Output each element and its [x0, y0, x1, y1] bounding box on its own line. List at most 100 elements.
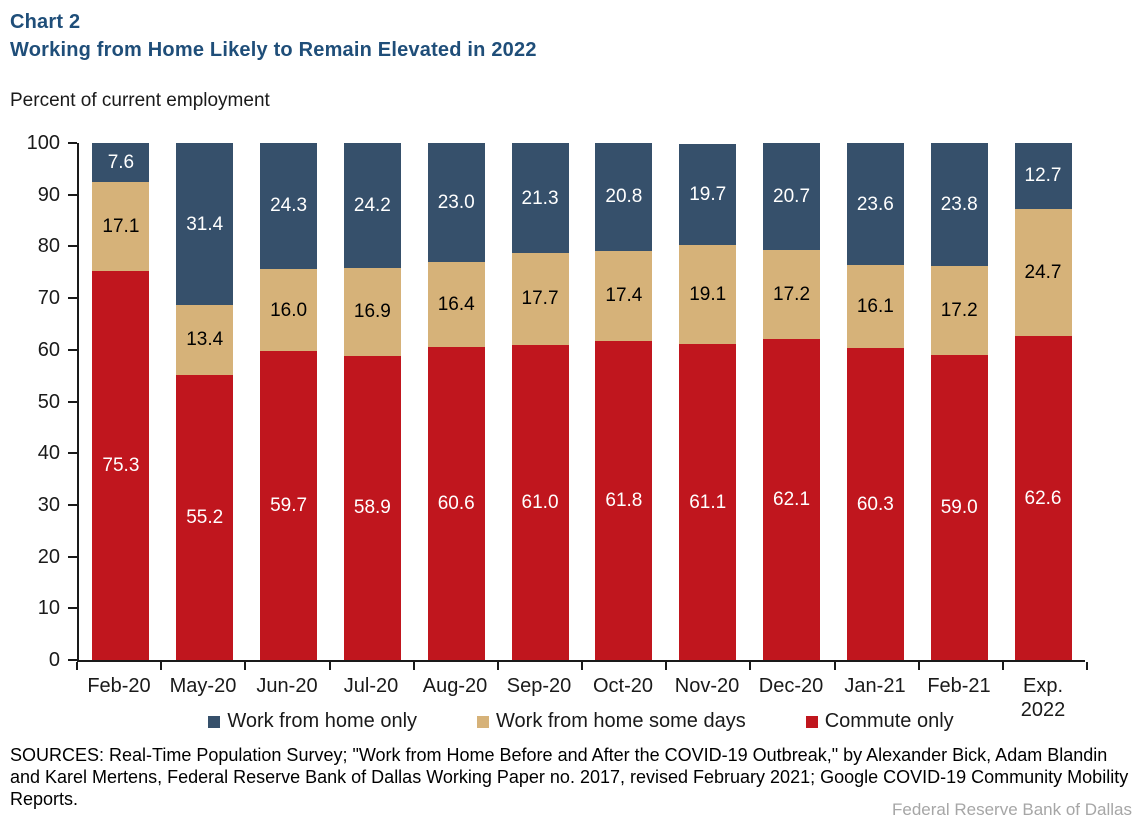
bar-segment-work-from-home-some-days-aug-20: 16.4	[427, 261, 485, 347]
bar-segment-work-from-home-some-days-feb-20: 17.1	[92, 182, 150, 271]
y-axis-tick	[68, 348, 77, 351]
bar-segment-commute-only-dec-20: 62.1	[763, 338, 821, 660]
segment-value-label: 60.3	[856, 493, 894, 515]
bar-stack: 23.0 16.4 60.6	[427, 143, 485, 660]
segment-value-label: 31.4	[186, 213, 224, 235]
bar-segment-work-from-home-only-nov-20: 19.7	[679, 143, 737, 246]
bar-segment-work-from-home-only-oct-20: 20.8	[595, 143, 653, 251]
bar-segment-commute-only-exp-2022: 62.6	[1014, 336, 1072, 660]
segment-value-label: 58.9	[353, 497, 391, 519]
bar-column-aug-20: 23.0 16.4 60.6	[414, 143, 498, 660]
x-axis-label-jun-20: Jun-20	[256, 675, 318, 697]
bar-segment-work-from-home-some-days-sep-20: 17.7	[511, 253, 569, 345]
x-axis-tick	[581, 662, 583, 670]
x-axis-label-nov-20: Nov-20	[674, 675, 740, 697]
segment-value-label: 12.7	[1024, 165, 1062, 187]
legend-label: Work from home some days	[496, 710, 746, 732]
segment-value-label: 17.1	[102, 216, 140, 237]
y-axis-tick	[68, 400, 77, 403]
bar-segment-work-from-home-only-jun-20: 24.3	[260, 143, 318, 269]
x-axis-tick	[412, 662, 415, 670]
bar-column-nov-20: 19.7 19.1 61.1	[666, 143, 750, 660]
x-axis-tick	[833, 662, 836, 670]
legend-swatch-icon	[208, 715, 221, 728]
y-axis-tick	[68, 503, 77, 506]
y-axis-label: 50	[37, 390, 60, 413]
bar-segment-commute-only-may-20: 55.2	[176, 374, 234, 660]
bar-column-jan-21: 23.6 16.1 60.3	[833, 143, 917, 660]
segment-value-label: 17.4	[605, 285, 643, 306]
x-axis-tick	[749, 662, 752, 670]
bar-segment-work-from-home-some-days-oct-20: 17.4	[595, 250, 653, 341]
bar-segment-work-from-home-some-days-jul-20: 16.9	[343, 268, 401, 356]
x-axis-label-oct-20: Oct-20	[592, 675, 654, 697]
x-axis-label-feb-21: Feb-21	[927, 675, 991, 697]
x-axis-label-feb-20: Feb-20	[87, 675, 151, 697]
y-axis-tick	[68, 142, 77, 144]
bar-column-exp-2022: 12.7 24.7 62.6	[1001, 143, 1085, 660]
bar-segment-work-from-home-some-days-jan-21: 16.1	[846, 265, 904, 349]
bar-stack: 19.7 19.1 61.1	[679, 143, 737, 660]
segment-value-label: 55.2	[186, 506, 224, 528]
y-axis-label: 10	[37, 597, 60, 620]
segment-value-label: 20.7	[773, 186, 811, 208]
y-axis-label: 60	[37, 338, 60, 361]
bar-segment-work-from-home-some-days-feb-21: 17.2	[930, 266, 988, 355]
segment-value-label: 16.0	[270, 299, 308, 321]
bar-segment-commute-only-jul-20: 58.9	[343, 355, 401, 660]
bar-stack: 7.6 17.1 75.3	[92, 143, 150, 660]
bar-segment-work-from-home-some-days-jun-20: 16.0	[260, 268, 318, 352]
y-axis-unit-label: Percent of current employment	[10, 90, 270, 111]
segment-value-label: 59.7	[270, 495, 308, 517]
bar-segment-work-from-home-some-days-may-20: 13.4	[176, 305, 234, 375]
bar-segment-work-from-home-only-dec-20: 20.7	[763, 143, 821, 251]
bar-column-may-20: 31.4 13.4 55.2	[163, 143, 247, 660]
bar-segment-commute-only-aug-20: 60.6	[427, 346, 485, 660]
segment-value-label: 19.1	[689, 284, 727, 306]
plot-area: 7.6 17.1 75.3 31.4 13.4 55.2 24.3 16.0 59.7 24.2 1…	[77, 143, 1085, 662]
bar-segment-work-from-home-only-exp-2022: 12.7	[1014, 143, 1072, 209]
bar-segment-commute-only-jun-20: 59.7	[260, 351, 318, 660]
segment-value-label: 21.3	[521, 187, 559, 209]
x-axis-tick	[76, 662, 78, 670]
bar-segment-work-from-home-only-feb-20: 7.6	[92, 143, 150, 183]
y-axis: 0 10 20 30 40 50 60 70 80 90 100	[0, 132, 77, 671]
bar-stack: 20.8 17.4 61.8	[595, 143, 653, 660]
segment-value-label: 23.6	[856, 193, 894, 215]
y-axis-label: 0	[48, 649, 60, 671]
bar-stack: 23.8 17.2 59.0	[930, 143, 988, 660]
bar-stack: 31.4 13.4 55.2	[176, 143, 234, 660]
bar-stack: 24.3 16.0 59.7	[260, 143, 318, 660]
x-axis-tick	[917, 662, 920, 670]
segment-value-label: 23.0	[437, 191, 475, 213]
segment-value-label: 7.6	[107, 152, 135, 174]
segment-value-label: 13.4	[186, 329, 224, 351]
x-axis-label-sep-20: Sep-20	[506, 675, 572, 697]
segment-value-label: 62.1	[773, 488, 811, 510]
bank-credit: Federal Reserve Bank of Dallas	[891, 800, 1132, 819]
y-axis-label: 90	[37, 183, 60, 206]
legend-item-work-from-home-some-days: Work from home some days	[477, 710, 746, 733]
segment-value-label: 19.7	[689, 184, 727, 206]
y-axis-tick	[68, 193, 77, 196]
bar-segment-work-from-home-some-days-exp-2022: 24.7	[1014, 208, 1072, 337]
y-axis-label: 40	[37, 442, 60, 465]
x-axis-tick	[244, 662, 247, 670]
legend-item-commute-only: Commute only	[805, 710, 954, 733]
legend-swatch-icon	[805, 715, 818, 728]
segment-value-label: 62.6	[1024, 487, 1062, 509]
y-axis-tick	[68, 555, 77, 558]
x-axis-label-dec-20: Dec-20	[758, 675, 824, 697]
bar-segment-work-from-home-only-jan-21: 23.6	[846, 143, 904, 266]
segment-value-label: 16.1	[856, 296, 894, 318]
legend-label: Work from home only	[227, 710, 418, 732]
segment-value-label: 23.8	[940, 194, 978, 216]
x-axis-tick	[665, 662, 668, 670]
segment-value-label: 61.8	[605, 489, 643, 511]
x-axis-label-exp-2022: Exp. 2022	[1020, 675, 1066, 721]
x-axis-tick	[496, 662, 499, 670]
bar-segment-work-from-home-only-jul-20: 24.2	[343, 143, 401, 269]
x-axis-label-jan-21: Jan-21	[844, 675, 906, 697]
x-axis-label-aug-20: Aug-20	[422, 675, 488, 697]
